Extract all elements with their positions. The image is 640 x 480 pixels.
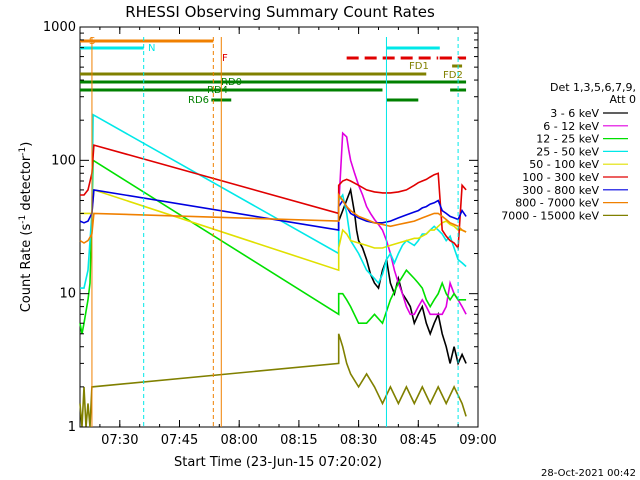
flag-label: RD4 bbox=[207, 85, 228, 96]
flag-label: N bbox=[148, 43, 155, 54]
legend-entry-label: 3 - 6 keV bbox=[550, 107, 599, 120]
chart-title: RHESSI Observing Summary Count Rates bbox=[125, 3, 435, 21]
legend-entry-label: 100 - 300 keV bbox=[522, 171, 599, 184]
y-tick-label: 10 bbox=[59, 287, 76, 302]
legend-header: Att 0 bbox=[610, 93, 636, 106]
flag-label: RD6 bbox=[188, 95, 209, 106]
legend-entry-label: 12 - 25 keV bbox=[536, 133, 599, 146]
y-tick-label: 1000 bbox=[43, 20, 76, 35]
vlines-layer bbox=[91, 37, 459, 427]
x-tick-label: 08:45 bbox=[400, 433, 437, 448]
x-tick-label: 08:15 bbox=[280, 433, 317, 448]
legend-header: Det 1,3,5,6,7,9, bbox=[550, 81, 636, 94]
legend-entry-label: 25 - 50 keV bbox=[536, 145, 599, 158]
y-axis-label: Count Rate (s-1 detector-1) bbox=[18, 142, 34, 313]
flag-label: FD2 bbox=[443, 70, 463, 81]
series-line bbox=[79, 333, 467, 428]
legend-entry-label: 300 - 800 keV bbox=[522, 184, 599, 197]
x-tick-label: 08:30 bbox=[340, 433, 377, 448]
legend-entry-label: 7000 - 15000 keV bbox=[501, 209, 599, 222]
flag-label: RD0 bbox=[221, 77, 242, 88]
x-tick-label: 08:00 bbox=[220, 433, 257, 448]
y-tick-label: 100 bbox=[51, 153, 76, 168]
x-tick-label: 07:30 bbox=[101, 433, 138, 448]
y-tick-label: 1 bbox=[68, 420, 76, 435]
legend-entry-label: 50 - 100 keV bbox=[529, 158, 599, 171]
series-line bbox=[79, 188, 467, 232]
legend-entry-label: 6 - 12 keV bbox=[543, 120, 599, 133]
axes-layer: 07:30 07:45 08:00 08:15 08:30 08:45 09:00 1 10 10… bbox=[43, 20, 497, 448]
x-axis-label: Start Time (23-Jun-15 07:20:02) bbox=[174, 455, 382, 470]
flag-label: F bbox=[222, 53, 228, 64]
series-line bbox=[80, 188, 467, 272]
series-line bbox=[79, 192, 467, 244]
legend-entry-label: 800 - 7000 keV bbox=[515, 197, 599, 210]
flag-label: FD1 bbox=[409, 61, 429, 72]
x-tick-label: 07:45 bbox=[161, 433, 198, 448]
timestamp: 28-Oct-2021 00:42 bbox=[541, 468, 636, 479]
x-tick-label: 09:00 bbox=[459, 433, 496, 448]
